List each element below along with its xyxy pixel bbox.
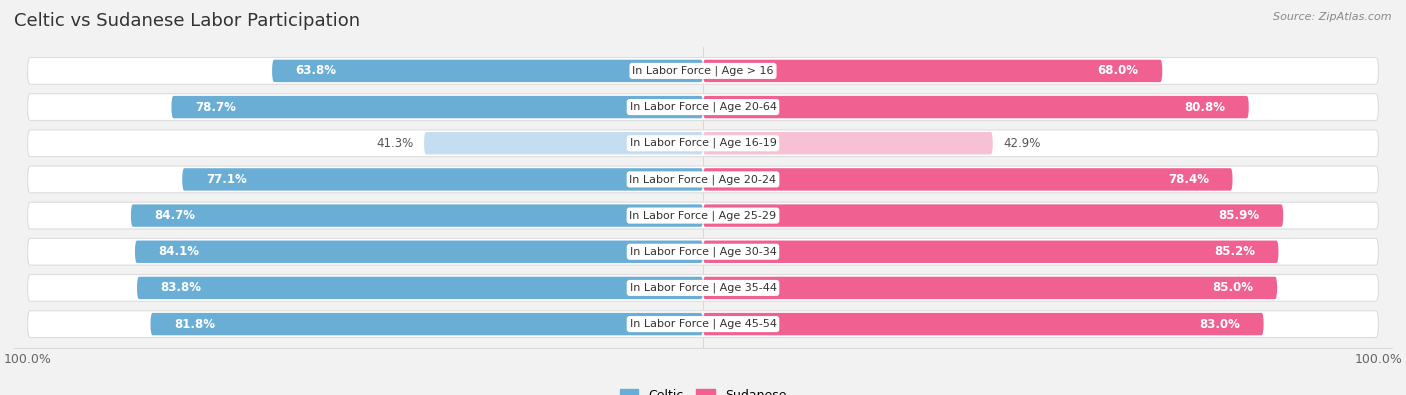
FancyBboxPatch shape (703, 277, 1277, 299)
Text: In Labor Force | Age 20-64: In Labor Force | Age 20-64 (630, 102, 776, 112)
Text: Celtic vs Sudanese Labor Participation: Celtic vs Sudanese Labor Participation (14, 12, 360, 30)
Text: 85.2%: 85.2% (1213, 245, 1254, 258)
Text: In Labor Force | Age 35-44: In Labor Force | Age 35-44 (630, 283, 776, 293)
FancyBboxPatch shape (703, 60, 1163, 82)
Text: 78.7%: 78.7% (195, 101, 236, 114)
Text: Source: ZipAtlas.com: Source: ZipAtlas.com (1274, 12, 1392, 22)
FancyBboxPatch shape (703, 313, 1264, 335)
Text: In Labor Force | Age 16-19: In Labor Force | Age 16-19 (630, 138, 776, 149)
Text: 81.8%: 81.8% (174, 318, 215, 331)
FancyBboxPatch shape (703, 241, 1278, 263)
FancyBboxPatch shape (172, 96, 703, 118)
FancyBboxPatch shape (28, 311, 1378, 337)
Text: In Labor Force | Age 30-34: In Labor Force | Age 30-34 (630, 246, 776, 257)
Text: In Labor Force | Age 20-24: In Labor Force | Age 20-24 (630, 174, 776, 185)
FancyBboxPatch shape (703, 132, 993, 154)
FancyBboxPatch shape (703, 204, 1284, 227)
Text: 80.8%: 80.8% (1184, 101, 1225, 114)
Text: In Labor Force | Age 25-29: In Labor Force | Age 25-29 (630, 210, 776, 221)
Legend: Celtic, Sudanese: Celtic, Sudanese (614, 384, 792, 395)
FancyBboxPatch shape (131, 204, 703, 227)
FancyBboxPatch shape (425, 132, 703, 154)
FancyBboxPatch shape (28, 166, 1378, 193)
Text: 84.1%: 84.1% (159, 245, 200, 258)
FancyBboxPatch shape (28, 58, 1378, 84)
Text: 77.1%: 77.1% (205, 173, 246, 186)
Text: 85.9%: 85.9% (1219, 209, 1260, 222)
Text: In Labor Force | Age > 16: In Labor Force | Age > 16 (633, 66, 773, 76)
Text: 85.0%: 85.0% (1212, 281, 1254, 294)
FancyBboxPatch shape (135, 241, 703, 263)
FancyBboxPatch shape (28, 275, 1378, 301)
FancyBboxPatch shape (136, 277, 703, 299)
FancyBboxPatch shape (703, 168, 1233, 191)
Text: 68.0%: 68.0% (1098, 64, 1139, 77)
FancyBboxPatch shape (150, 313, 703, 335)
FancyBboxPatch shape (183, 168, 703, 191)
Text: In Labor Force | Age 45-54: In Labor Force | Age 45-54 (630, 319, 776, 329)
FancyBboxPatch shape (703, 96, 1249, 118)
FancyBboxPatch shape (28, 238, 1378, 265)
Text: 83.8%: 83.8% (160, 281, 201, 294)
Text: 42.9%: 42.9% (1002, 137, 1040, 150)
FancyBboxPatch shape (28, 202, 1378, 229)
Text: 63.8%: 63.8% (295, 64, 336, 77)
Text: 83.0%: 83.0% (1199, 318, 1240, 331)
FancyBboxPatch shape (28, 94, 1378, 120)
Text: 41.3%: 41.3% (377, 137, 413, 150)
FancyBboxPatch shape (273, 60, 703, 82)
Text: 84.7%: 84.7% (155, 209, 195, 222)
Text: 78.4%: 78.4% (1168, 173, 1209, 186)
FancyBboxPatch shape (28, 130, 1378, 157)
